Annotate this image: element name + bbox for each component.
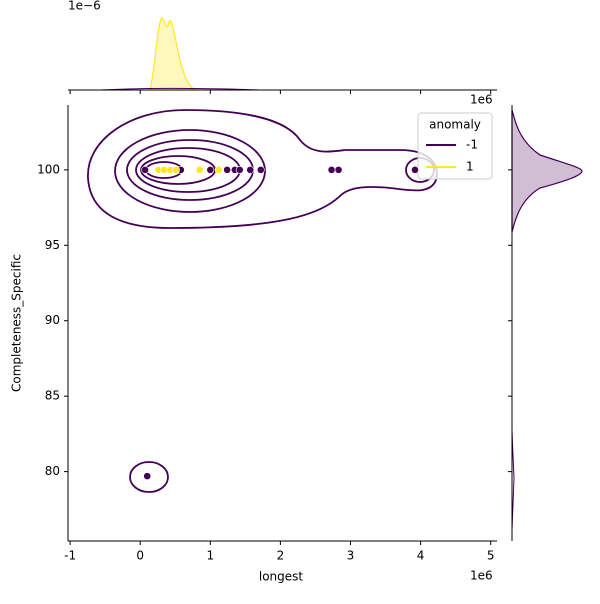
y-tick-label: 90 xyxy=(45,313,60,327)
legend: anomaly -1 1 xyxy=(417,112,493,180)
contour xyxy=(129,461,169,493)
point xyxy=(195,165,204,174)
x-tick-label: -1 xyxy=(64,549,76,563)
point xyxy=(327,165,336,174)
x-tick-label: 3 xyxy=(347,549,355,563)
point xyxy=(411,165,419,174)
point xyxy=(334,165,343,174)
y-tick-label: 100 xyxy=(37,162,60,176)
right-density xyxy=(511,109,583,233)
x-tick-label: 2 xyxy=(277,549,285,563)
x-tick-label: 1 xyxy=(206,549,214,563)
point xyxy=(214,165,223,174)
y-tick-label: 85 xyxy=(45,389,60,403)
legend-title: anomaly xyxy=(429,118,481,132)
point xyxy=(206,165,215,174)
point xyxy=(256,165,265,174)
point xyxy=(143,472,152,481)
point xyxy=(246,165,255,174)
contour xyxy=(114,129,266,213)
x-tick-label: 5 xyxy=(487,549,495,563)
x-tick-label: 4 xyxy=(417,549,425,563)
y-tick-label: 95 xyxy=(45,238,60,252)
x-offset: 1e6 xyxy=(470,569,493,583)
point xyxy=(172,165,180,174)
y-tick-label: 80 xyxy=(45,464,60,478)
x-label: longest xyxy=(259,570,304,584)
top-density xyxy=(149,17,197,91)
point xyxy=(141,165,150,174)
right-density xyxy=(511,429,515,531)
x-tick-label: 0 xyxy=(136,549,144,563)
point xyxy=(235,165,244,174)
top-offset: 1e6 xyxy=(470,93,493,107)
top-density xyxy=(99,88,261,91)
y-label: Completeness_Specific xyxy=(10,254,24,392)
legend-label: -1 xyxy=(466,138,478,152)
legend-label: 1 xyxy=(466,160,474,174)
density-offset: 1e−6 xyxy=(68,0,101,13)
point xyxy=(223,165,232,174)
